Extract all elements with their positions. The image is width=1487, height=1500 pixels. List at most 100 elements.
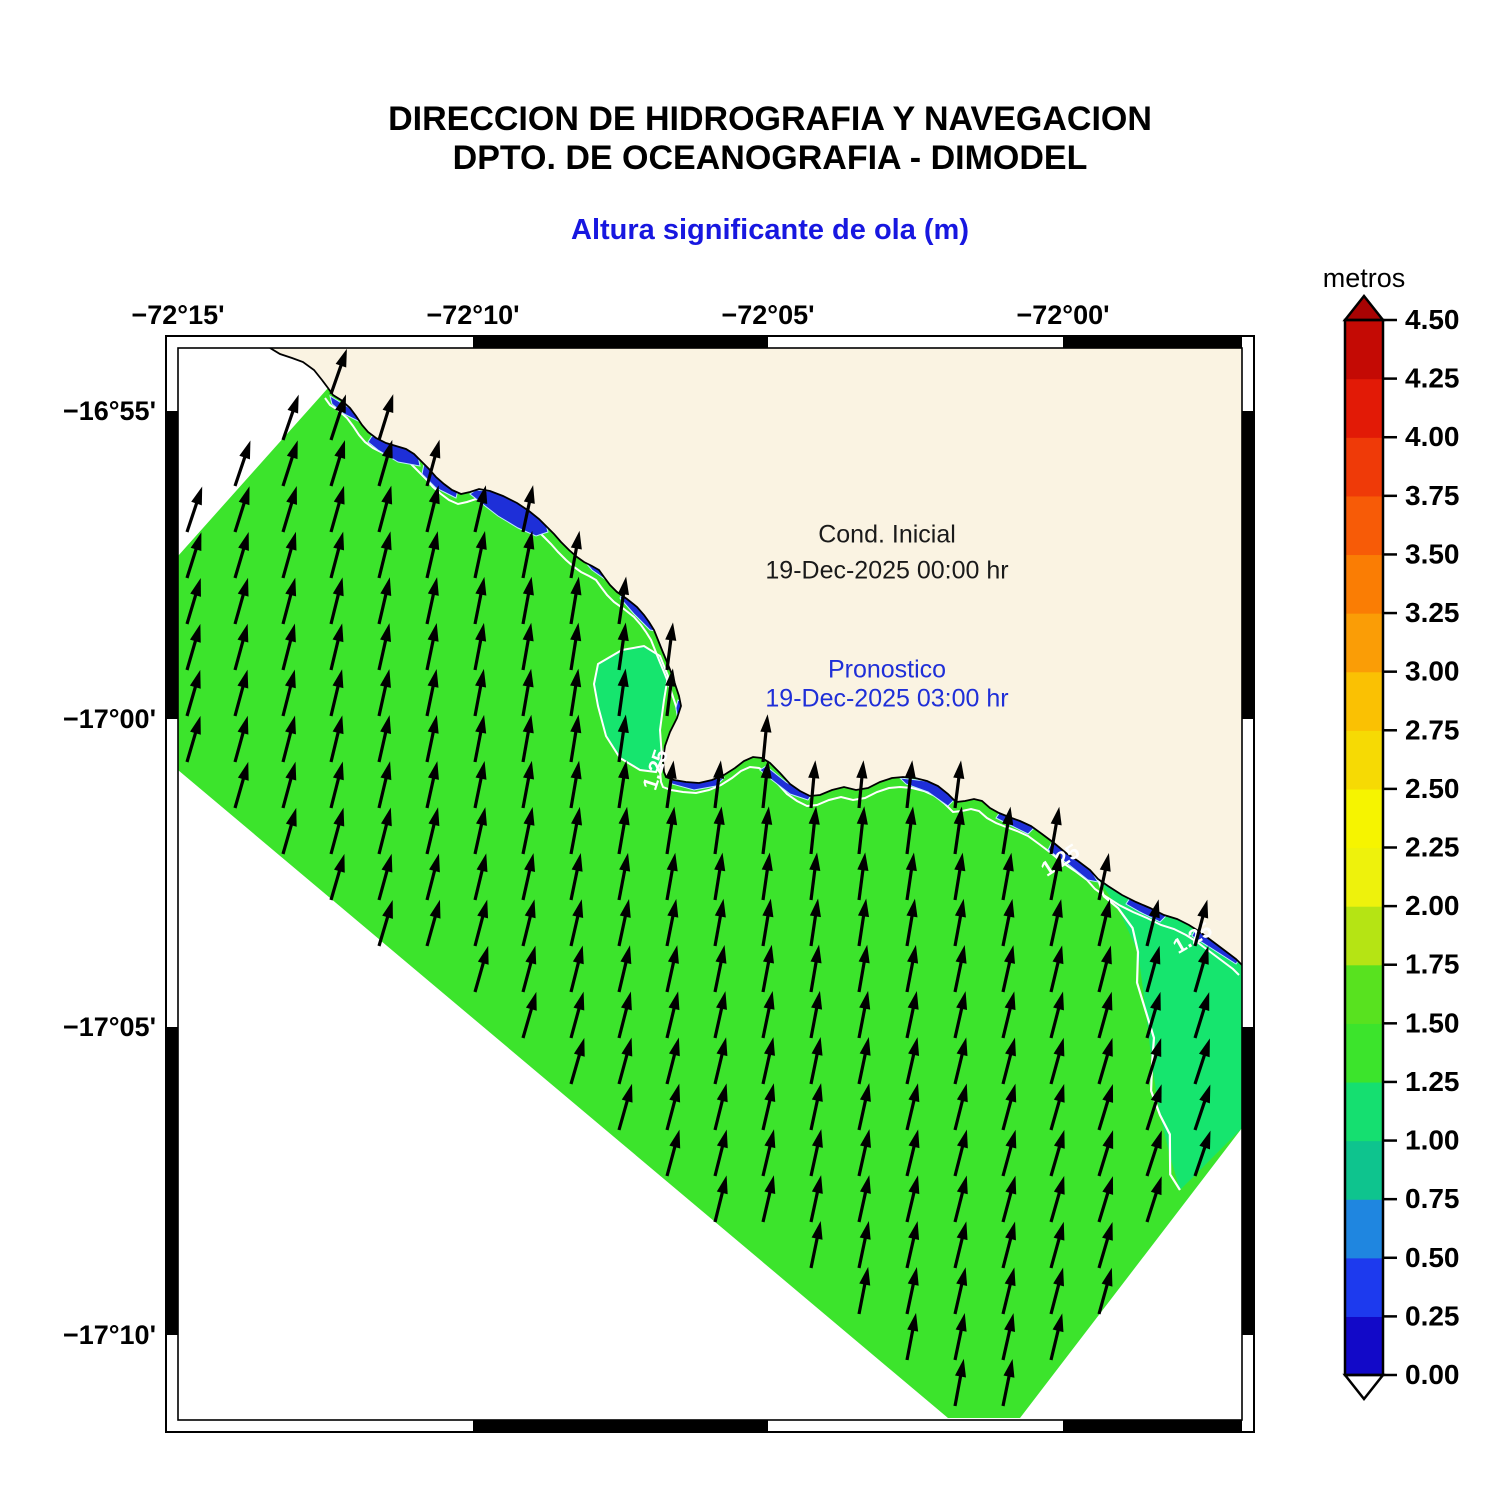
colorbar-segment — [1345, 378, 1383, 438]
wave-arrow-icon — [617, 622, 629, 671]
wave-arrow-icon — [1001, 1313, 1016, 1361]
wave-arrow-icon — [521, 853, 536, 901]
colorbar-segment — [1345, 613, 1383, 673]
wave-arrow-icon — [425, 899, 441, 947]
colorbar-segment — [1345, 437, 1383, 497]
wave-arrow-icon — [953, 806, 965, 855]
wave-arrow-icon — [809, 1083, 823, 1131]
wave-arrow-icon — [713, 806, 725, 855]
wave-arrow-icon — [905, 898, 918, 947]
y-tick-label: −17°10' — [63, 1320, 156, 1350]
wave-arrow-icon — [1145, 1038, 1162, 1085]
wave-arrow-icon — [1001, 945, 1015, 993]
wave-arrow-icon — [713, 852, 726, 901]
wave-arrow-icon — [1001, 1037, 1016, 1085]
wave-arrow-icon — [857, 944, 870, 993]
page-title-line1: DIRECCION DE HIDROGRAFIA Y NAVEGACION — [388, 100, 1152, 138]
wave-arrow-icon — [377, 853, 393, 901]
wave-arrow-icon — [1001, 1175, 1017, 1223]
wave-arrow-icon — [617, 1037, 633, 1085]
wave-arrow-icon — [1001, 1083, 1017, 1131]
wave-arrow-icon — [377, 485, 393, 533]
wave-arrow-icon — [377, 761, 392, 809]
colorbar-tick-label: 2.50 — [1405, 773, 1460, 804]
wave-arrow-icon — [329, 807, 345, 855]
wave-arrow-icon — [905, 1037, 920, 1085]
wave-arrow-icon — [233, 669, 249, 717]
wave-arrow-icon — [761, 1083, 776, 1131]
wave-arrow-icon — [617, 714, 629, 763]
wave-arrow-icon — [1049, 806, 1062, 855]
y-tick-label: −17°05' — [63, 1012, 156, 1042]
wave-arrow-icon — [569, 622, 582, 671]
wave-arrow-icon — [1097, 1037, 1113, 1085]
colorbar-segment — [1345, 320, 1383, 380]
wave-arrow-icon — [1001, 898, 1015, 947]
wave-arrow-icon — [281, 486, 297, 533]
wave-arrow-icon — [569, 991, 585, 1039]
coastal-contour-line — [324, 397, 1240, 976]
forecast-label: Pronostico — [827, 655, 947, 684]
wave-arrow-icon — [1001, 806, 1014, 855]
wave-arrow-icon — [377, 394, 394, 441]
colorbar-tick-label: 2.75 — [1405, 714, 1460, 745]
colorbar-segment — [1345, 847, 1383, 907]
wave-arrow-icon — [1097, 1084, 1114, 1131]
wave-arrow-icon — [377, 899, 393, 947]
wave-arrow-icon — [233, 531, 249, 579]
wave-arrow-icon — [905, 1175, 920, 1223]
colorbar-tick-label: 0.00 — [1405, 1359, 1460, 1390]
initial-condition-label: Cond. Inicial — [818, 520, 956, 549]
wave-arrow-icon — [473, 531, 487, 579]
colorbar-title: metros — [1323, 263, 1406, 293]
wave-arrow-icon — [617, 668, 629, 717]
wave-arrow-icon — [953, 1175, 968, 1223]
wave-arrow-icon — [713, 1175, 728, 1223]
wave-arrow-icon — [617, 945, 632, 993]
colorbar-segment — [1345, 1140, 1383, 1200]
wave-arrow-icon — [185, 623, 201, 671]
colorbar-over-range-cap — [1342, 293, 1386, 322]
wave-arrow-icon — [1193, 945, 1209, 993]
wave-arrow-icon — [1049, 1313, 1064, 1361]
wave-arrow-icon — [665, 1083, 681, 1131]
forecast-time: 19-Dec-2025 03:00 hr — [765, 684, 1009, 713]
colorbar-tick-label: 0.50 — [1405, 1242, 1460, 1273]
wave-arrow-icon — [713, 1083, 728, 1131]
page-title-line2: DPTO. DE OCEANOGRAFIA - DIMODEL — [452, 139, 1088, 177]
wave-arrow-icon — [1097, 1176, 1114, 1223]
colorbar-tick-label: 1.25 — [1405, 1066, 1460, 1097]
wave-arrow-icon — [1145, 945, 1161, 993]
wave-arrow-icon — [473, 807, 487, 855]
wave-arrow-icon — [1097, 1130, 1114, 1177]
wave-arrow-icon — [569, 576, 582, 625]
wave-arrow-icon — [713, 991, 727, 1039]
x-tick-label: −72°00' — [1016, 300, 1109, 330]
wave-arrow-icon — [425, 761, 439, 809]
wave-arrow-icon — [953, 1129, 968, 1177]
colorbar-segment — [1345, 671, 1383, 731]
wave-arrow-icon — [905, 1129, 920, 1177]
wave-arrow-icon — [1049, 899, 1063, 947]
land-area — [270, 348, 1242, 965]
wave-arrow-icon — [329, 715, 344, 763]
wave-arrow-icon — [425, 622, 439, 671]
initial-condition-time: 19-Dec-2025 00:00 hr — [765, 556, 1009, 585]
wave-arrow-icon — [473, 945, 489, 993]
y-tick-label: −16°55' — [63, 396, 156, 426]
wave-arrow-icon — [905, 806, 917, 855]
wave-arrow-icon — [809, 1220, 823, 1269]
wave-arrow-icon — [857, 1129, 871, 1177]
wave-arrow-icon — [761, 990, 775, 1039]
wave-arrow-icon — [185, 669, 201, 717]
wave-arrow-icon — [905, 852, 917, 901]
wave-arrow-icon — [665, 760, 677, 809]
wave-arrow-icon — [760, 714, 772, 763]
colorbar-tick-label: 4.00 — [1405, 421, 1460, 452]
colorbar-segment — [1345, 1199, 1383, 1259]
wave-arrow-icon — [281, 440, 298, 487]
wave-arrow-icon — [473, 485, 488, 533]
wave-arrow-icon — [1049, 852, 1063, 901]
wave-arrow-icon — [857, 1175, 871, 1223]
colorbar-segment — [1345, 964, 1383, 1024]
